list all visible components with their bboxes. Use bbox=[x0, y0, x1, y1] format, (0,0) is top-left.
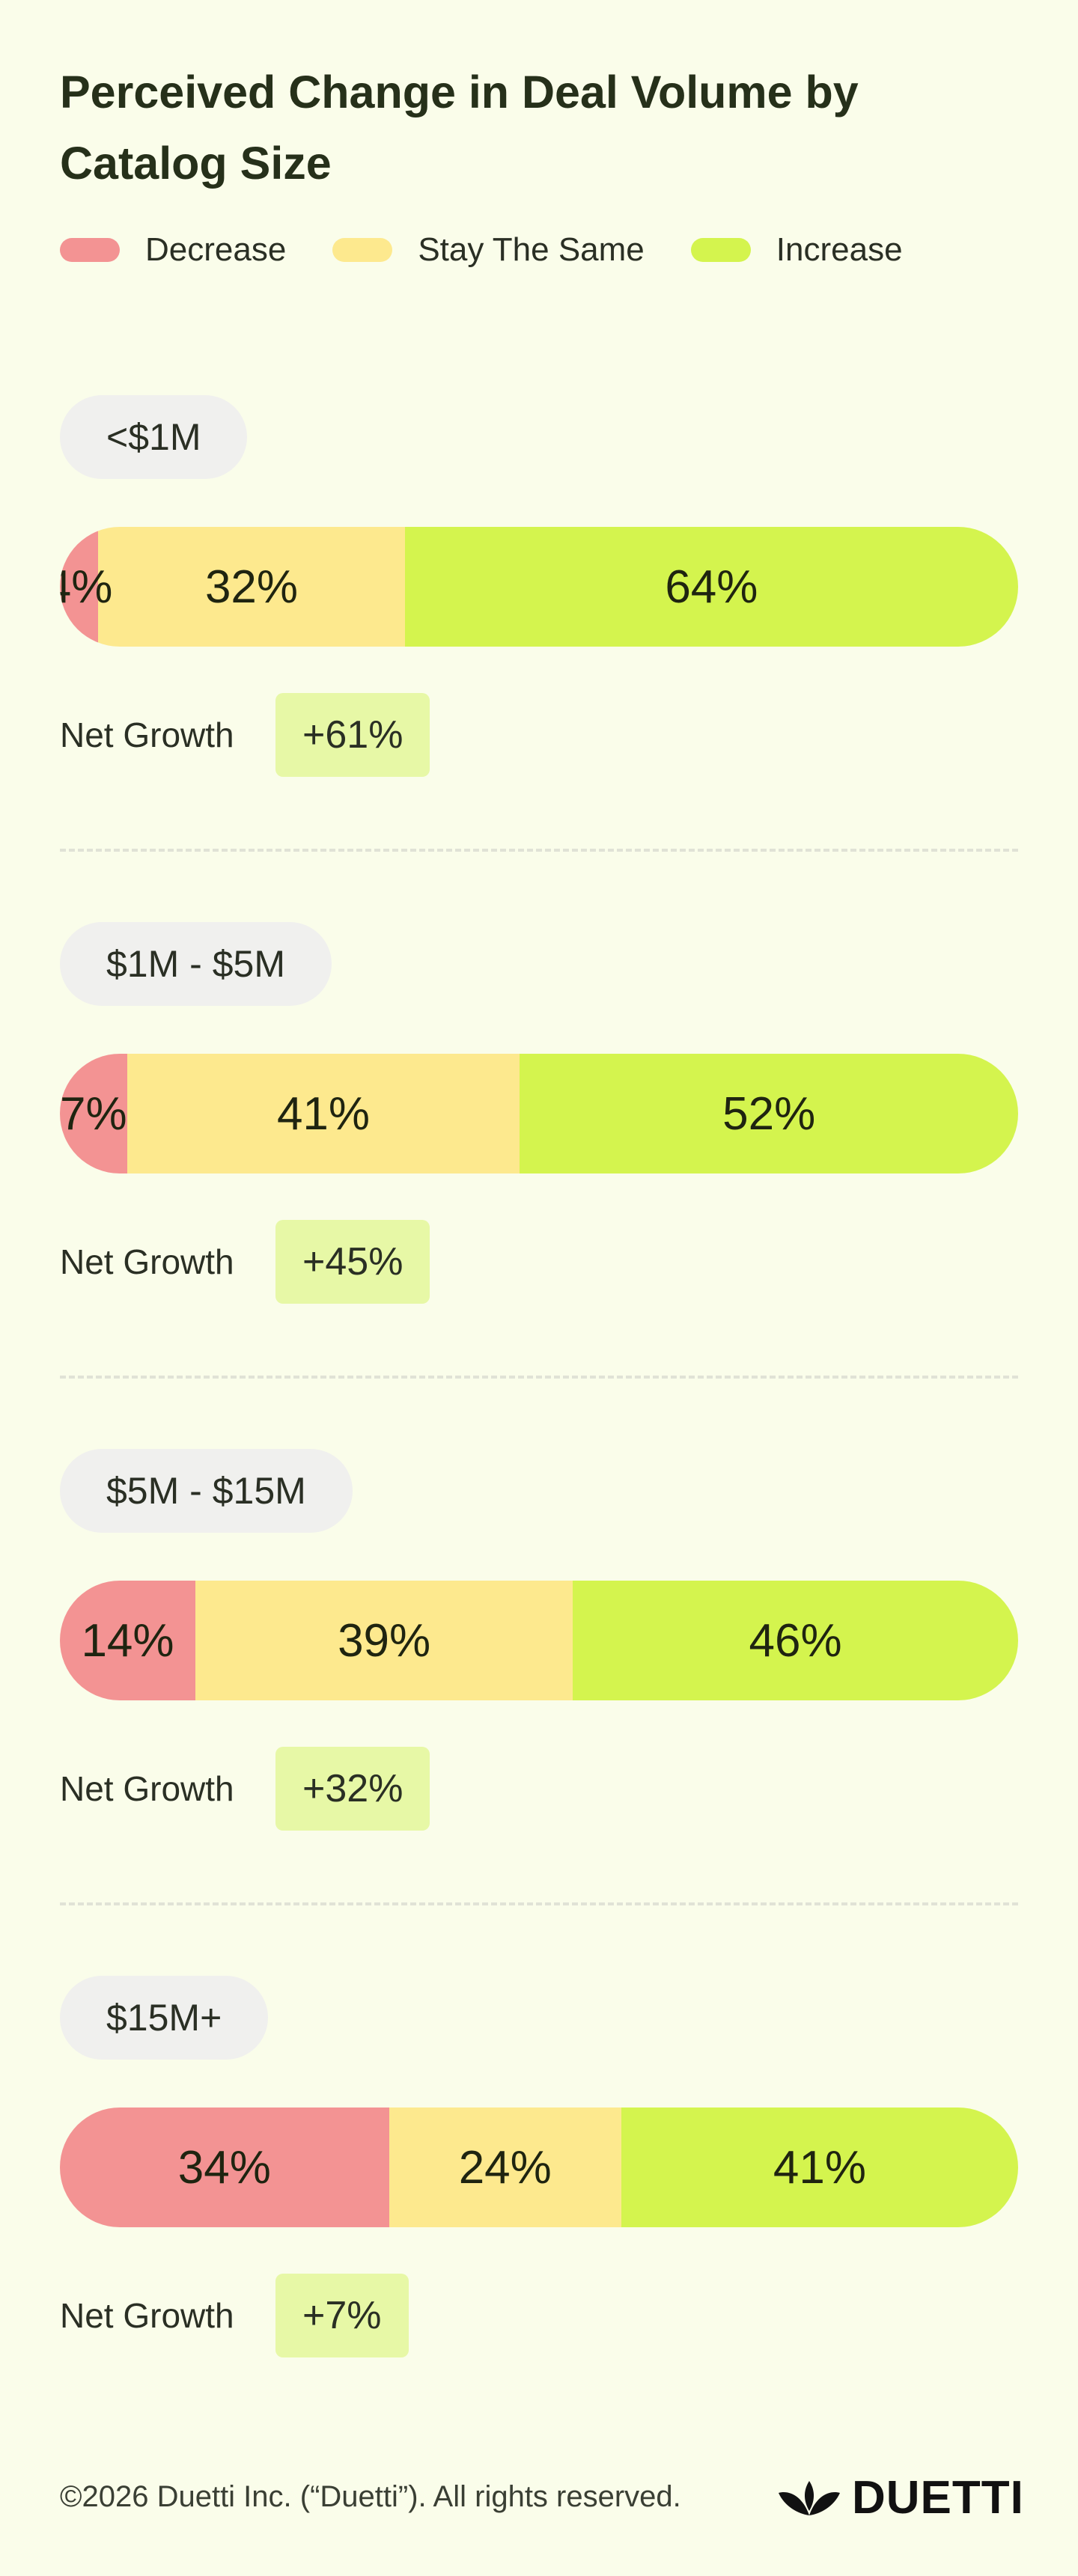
copyright-text: ©2026 Duetti Inc. (“Duetti”). All rights… bbox=[60, 2480, 681, 2513]
legend-label-decrease: Decrease bbox=[145, 231, 287, 268]
stacked-bar: 14% 39% 46% bbox=[60, 1581, 1018, 1700]
legend-label-increase: Increase bbox=[776, 231, 903, 268]
stacked-bar: 7% 41% 52% bbox=[60, 1054, 1018, 1173]
bar-segment-decrease: 34% bbox=[60, 2108, 389, 2227]
chart-legend: Decrease Stay The Same Increase bbox=[60, 229, 949, 271]
legend-label-stay-the-same: Stay The Same bbox=[418, 231, 645, 268]
category-label: $1M - $5M bbox=[60, 922, 332, 1006]
section-divider bbox=[60, 1902, 1018, 1905]
section-divider bbox=[60, 849, 1018, 852]
bar-segment-decrease: 7% bbox=[60, 1054, 127, 1173]
net-growth-label: Net Growth bbox=[60, 715, 234, 754]
legend-item-increase: Increase bbox=[690, 231, 903, 269]
net-growth-label: Net Growth bbox=[60, 2296, 234, 2335]
bar-segment-decrease: 4% bbox=[60, 527, 112, 647]
legend-item-stay-the-same: Stay The Same bbox=[332, 231, 645, 269]
catalog-group: $1M - $5M 7% 41% 52% Net Growth +45% bbox=[60, 922, 1018, 1341]
duetti-wordmark: DUETTI bbox=[852, 2471, 1024, 2524]
bar-segment-increase: 64% bbox=[404, 527, 1018, 647]
legend-item-decrease: Decrease bbox=[60, 231, 286, 269]
net-growth-value: +61% bbox=[275, 693, 430, 777]
net-growth-value: +45% bbox=[275, 1220, 430, 1304]
catalog-group: $15M+ 34% 24% 41% Net Growth +7% bbox=[60, 1976, 1018, 2395]
bar-segment-decrease: 14% bbox=[60, 1581, 195, 1700]
bar-segment-stay-the-same: 39% bbox=[195, 1581, 573, 1700]
bar-segment-stay-the-same: 32% bbox=[98, 527, 405, 647]
category-label: $5M - $15M bbox=[60, 1449, 353, 1533]
catalog-group: $5M - $15M 14% 39% 46% Net Growth +32% bbox=[60, 1449, 1018, 1868]
bar-segment-increase: 41% bbox=[621, 2108, 1018, 2227]
duetti-logo: DUETTI bbox=[776, 2471, 1024, 2524]
net-growth-value: +32% bbox=[275, 1747, 430, 1831]
legend-swatch-increase bbox=[690, 238, 751, 262]
bar-segment-increase: 52% bbox=[520, 1054, 1018, 1173]
net-growth-label: Net Growth bbox=[60, 1242, 234, 1281]
stacked-bar: 4% 32% 64% bbox=[60, 527, 1018, 647]
catalog-group: <$1M 4% 32% 64% Net Growth +61% bbox=[60, 395, 1018, 814]
legend-swatch-decrease bbox=[60, 238, 120, 262]
category-label: $15M+ bbox=[60, 1976, 269, 2060]
chart-title: Perceived Change in Deal Volume by Catal… bbox=[60, 67, 859, 189]
net-growth-label: Net Growth bbox=[60, 1769, 234, 1808]
bar-segment-increase: 46% bbox=[573, 1581, 1018, 1700]
stacked-bar: 34% 24% 41% bbox=[60, 2108, 1018, 2227]
duetti-logo-icon bbox=[779, 2481, 840, 2515]
section-divider bbox=[60, 1376, 1018, 1379]
bar-segment-stay-the-same: 24% bbox=[389, 2108, 621, 2227]
bar-segment-stay-the-same: 41% bbox=[127, 1054, 520, 1173]
net-growth-value: +7% bbox=[275, 2274, 409, 2357]
category-label: <$1M bbox=[60, 395, 248, 479]
legend-swatch-stay-the-same bbox=[332, 238, 393, 262]
